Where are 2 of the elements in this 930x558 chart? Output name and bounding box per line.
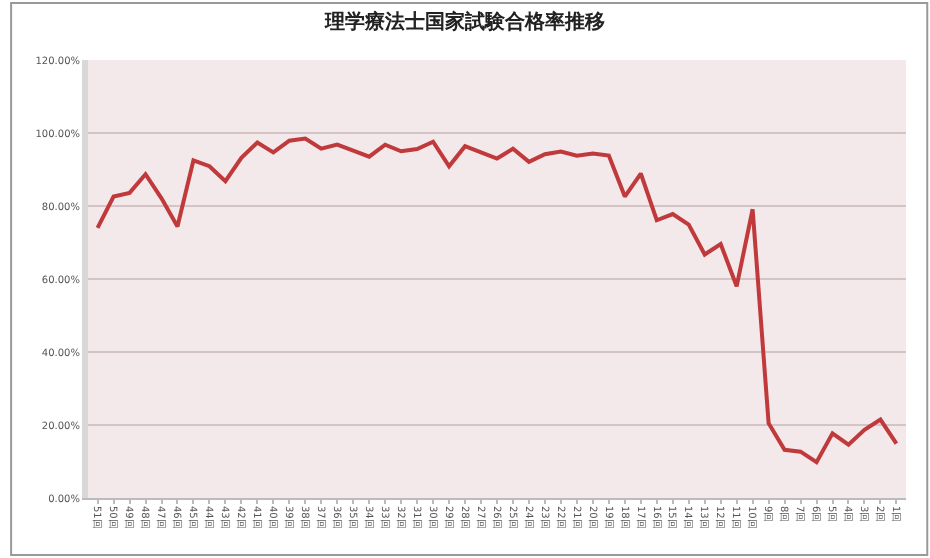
line-series xyxy=(95,136,899,465)
chart-title: 理学療法士国家試験合格率推移 xyxy=(323,9,605,34)
